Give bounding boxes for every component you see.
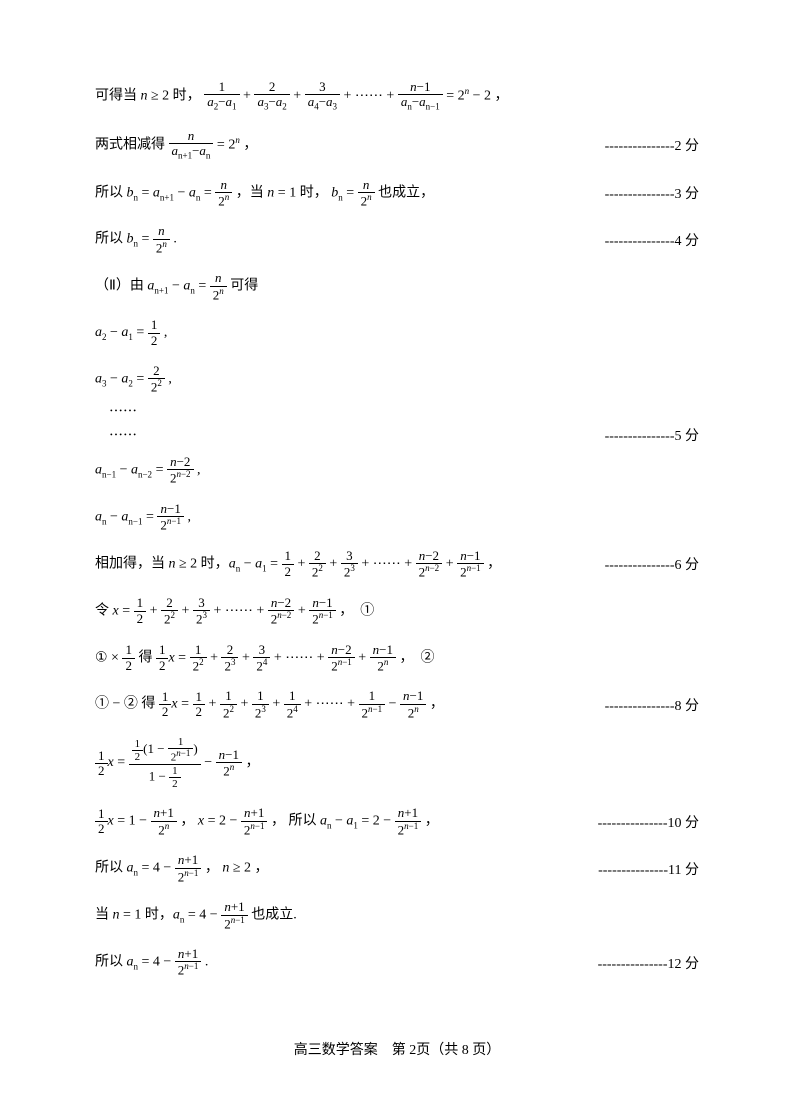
solution-line: ⋯⋯ ---------------5 分 [95,425,699,445]
solution-line: an−1 − an−2 = n−22n−2 , [95,455,699,486]
score-marker: ---------------4 分 [605,230,699,250]
ellipsis: ⋯⋯ [95,425,605,445]
solution-line: 12x = 12(1 − 12n−1) 1 − 12 − n−12n ， [95,736,699,790]
math-content: 所以 bn = an+1 − an = n2n ，当 n = 1 时， bn =… [95,178,605,209]
solution-line: 所以 bn = an+1 − an = n2n ，当 n = 1 时， bn =… [95,178,699,209]
solution-line: 所以 an = 4 − n+12n−1 ， n ≥ 2 ， ----------… [95,853,699,884]
solution-line: ⋯⋯ [95,401,699,421]
score-marker: ---------------11 分 [598,859,699,879]
score-marker: ---------------12 分 [598,953,699,973]
math-content: 所以 bn = n2n . [95,224,605,255]
solution-line: a2 − a1 = 12 , [95,318,699,348]
math-content: 当 n = 1 时，an = 4 − n+12n−1 也成立. [95,900,699,931]
solution-line: 相加得，当 n ≥ 2 时，an − a1 = 12 + 222 + 323 +… [95,549,699,580]
solution-line: 当 n = 1 时，an = 4 − n+12n−1 也成立. [95,900,699,931]
solution-line: 可得当 n ≥ 2 时， 1a2−a1 + 2a3−a2 + 3a4−a3 + … [95,80,699,113]
ellipsis: ⋯⋯ [95,401,699,421]
math-content: a2 − a1 = 12 , [95,318,699,348]
solution-line: ① × 12 得 12x = 122 + 223 + 324 + ⋯⋯ + n−… [95,643,699,674]
score-marker: ---------------10 分 [598,812,699,832]
page-footer: 高三数学答案 第 2页（共 8 页） [0,1039,794,1059]
math-content: 所以 an = 4 − n+12n−1 ， n ≥ 2 ， [95,853,598,884]
score-marker: ---------------2 分 [605,135,699,155]
math-content: a3 − a2 = 222 , [95,364,699,395]
solution-line: 令 x = 12 + 222 + 323 + ⋯⋯ + n−22n−2 + n−… [95,596,699,627]
math-content: an − an−1 = n−12n−1 , [95,502,699,533]
math-content: ① × 12 得 12x = 122 + 223 + 324 + ⋯⋯ + n−… [95,643,699,674]
solution-line: 两式相减得 nan+1−an = 2n ， ---------------2 分 [95,129,699,162]
solution-line: a3 − a2 = 222 , [95,364,699,395]
math-content: 12x = 1 − n+12n ， x = 2 − n+12n−1 ， 所以 a… [95,806,598,837]
solution-line: ① − ② 得 12x = 12 + 122 + 123 + 124 + ⋯⋯ … [95,689,699,720]
math-content: 所以 an = 4 − n+12n−1 . [95,947,598,978]
math-content: 相加得，当 n ≥ 2 时，an − a1 = 12 + 222 + 323 +… [95,549,605,580]
math-content: 12x = 12(1 − 12n−1) 1 − 12 − n−12n ， [95,736,699,790]
document-body: 可得当 n ≥ 2 时， 1a2−a1 + 2a3−a2 + 3a4−a3 + … [95,80,699,978]
solution-line: （Ⅱ）由 an+1 − an = n2n 可得 [95,271,699,302]
math-content: 两式相减得 nan+1−an = 2n ， [95,129,605,162]
math-content: 令 x = 12 + 222 + 323 + ⋯⋯ + n−22n−2 + n−… [95,596,699,627]
solution-line: 所以 bn = n2n . ---------------4 分 [95,224,699,255]
solution-line: 12x = 1 − n+12n ， x = 2 − n+12n−1 ， 所以 a… [95,806,699,837]
solution-line: 所以 an = 4 − n+12n−1 . ---------------12 … [95,947,699,978]
score-marker: ---------------5 分 [605,425,699,445]
solution-line: an − an−1 = n−12n−1 , [95,502,699,533]
math-content: 可得当 n ≥ 2 时， 1a2−a1 + 2a3−a2 + 3a4−a3 + … [95,80,699,113]
score-marker: ---------------8 分 [605,695,699,715]
math-content: （Ⅱ）由 an+1 − an = n2n 可得 [95,271,699,302]
math-content: ① − ② 得 12x = 12 + 122 + 123 + 124 + ⋯⋯ … [95,689,605,720]
score-marker: ---------------6 分 [605,554,699,574]
score-marker: ---------------3 分 [605,183,699,203]
math-content: an−1 − an−2 = n−22n−2 , [95,455,699,486]
